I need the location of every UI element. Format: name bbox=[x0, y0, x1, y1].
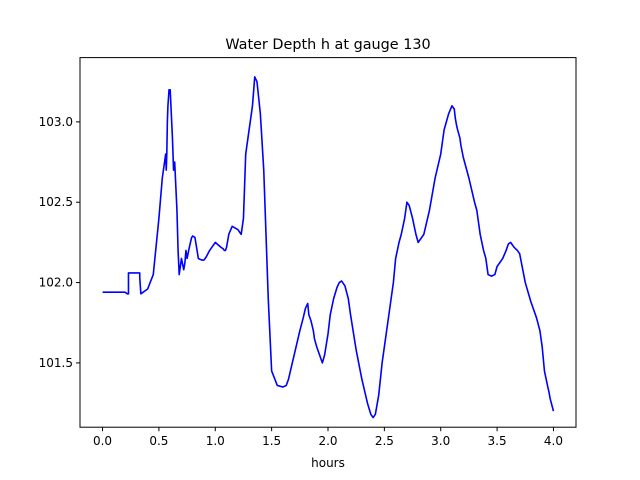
y-axis-ticks: 101.5 102.0 102.5 103.0 bbox=[39, 115, 80, 370]
x-tick-label: 4.0 bbox=[544, 434, 563, 448]
x-tick-label: 2.5 bbox=[375, 434, 394, 448]
x-tick-label: 3.0 bbox=[431, 434, 450, 448]
x-tick-label: 1.0 bbox=[206, 434, 225, 448]
x-tick-label: 1.5 bbox=[262, 434, 281, 448]
x-axis-ticks: 0.0 0.5 1.0 1.5 2.0 2.5 3.0 3.5 4.0 bbox=[93, 427, 563, 448]
y-tick-label: 101.5 bbox=[39, 356, 73, 370]
x-tick-label: 0.5 bbox=[149, 434, 168, 448]
plot-content bbox=[102, 76, 555, 419]
x-tick-label: 0.0 bbox=[93, 434, 112, 448]
series-line-0 bbox=[102, 76, 555, 419]
chart-title: Water Depth h at gauge 130 bbox=[225, 37, 430, 53]
y-tick-label: 103.0 bbox=[39, 115, 73, 129]
x-axis-label: hours bbox=[311, 456, 345, 470]
y-tick-label: 102.0 bbox=[39, 276, 73, 290]
x-tick-label: 3.5 bbox=[488, 434, 507, 448]
y-tick-label: 102.5 bbox=[39, 195, 73, 209]
x-tick-label: 2.0 bbox=[318, 434, 337, 448]
